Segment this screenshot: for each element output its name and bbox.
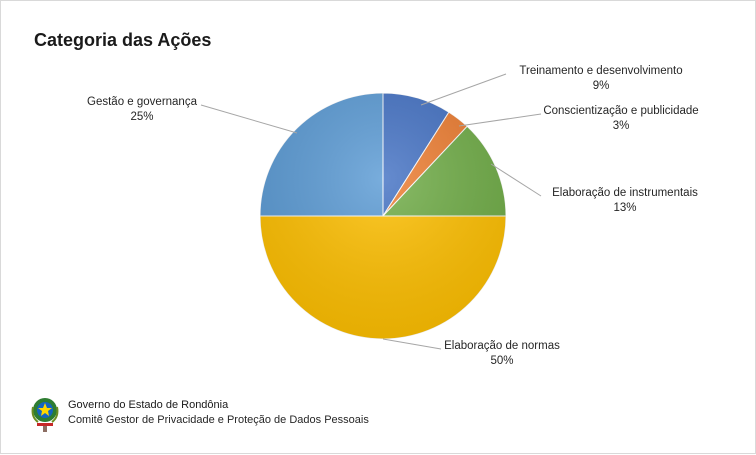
leader-line-5: [200, 104, 298, 134]
organization-name: Governo do Estado de Rondônia: [68, 399, 229, 411]
slice-percent-1: 9%: [593, 80, 610, 92]
slice-label-2: Conscientização e publicidade: [543, 105, 698, 117]
pie-slice-4: [259, 215, 507, 340]
chart-title: Categoria das Ações: [34, 30, 212, 50]
leader-line-2: [458, 113, 542, 127]
state-coat-of-arms-icon: [31, 398, 59, 432]
leader-line-4: [382, 338, 442, 350]
slice-label-4: Elaboração de normas: [444, 340, 560, 352]
slice-percent-5: 25%: [130, 111, 153, 123]
leader-line-3: [490, 163, 542, 197]
slice-percent-2: 3%: [613, 120, 630, 132]
slice-label-3: Elaboração de instrumentais: [552, 187, 698, 199]
committee-name: Comitê Gestor de Privacidade e Proteção …: [68, 414, 369, 426]
slice-percent-3: 13%: [613, 202, 636, 214]
slice-label-1: Treinamento e desenvolvimento: [519, 65, 682, 77]
slice-label-5: Gestão e governança: [87, 96, 198, 108]
pie-slice-5: [259, 92, 384, 217]
leader-line-1: [420, 73, 507, 106]
footer: Governo do Estado de Rondônia Comitê Ges…: [29, 393, 409, 433]
slice-percent-4: 50%: [490, 355, 513, 367]
